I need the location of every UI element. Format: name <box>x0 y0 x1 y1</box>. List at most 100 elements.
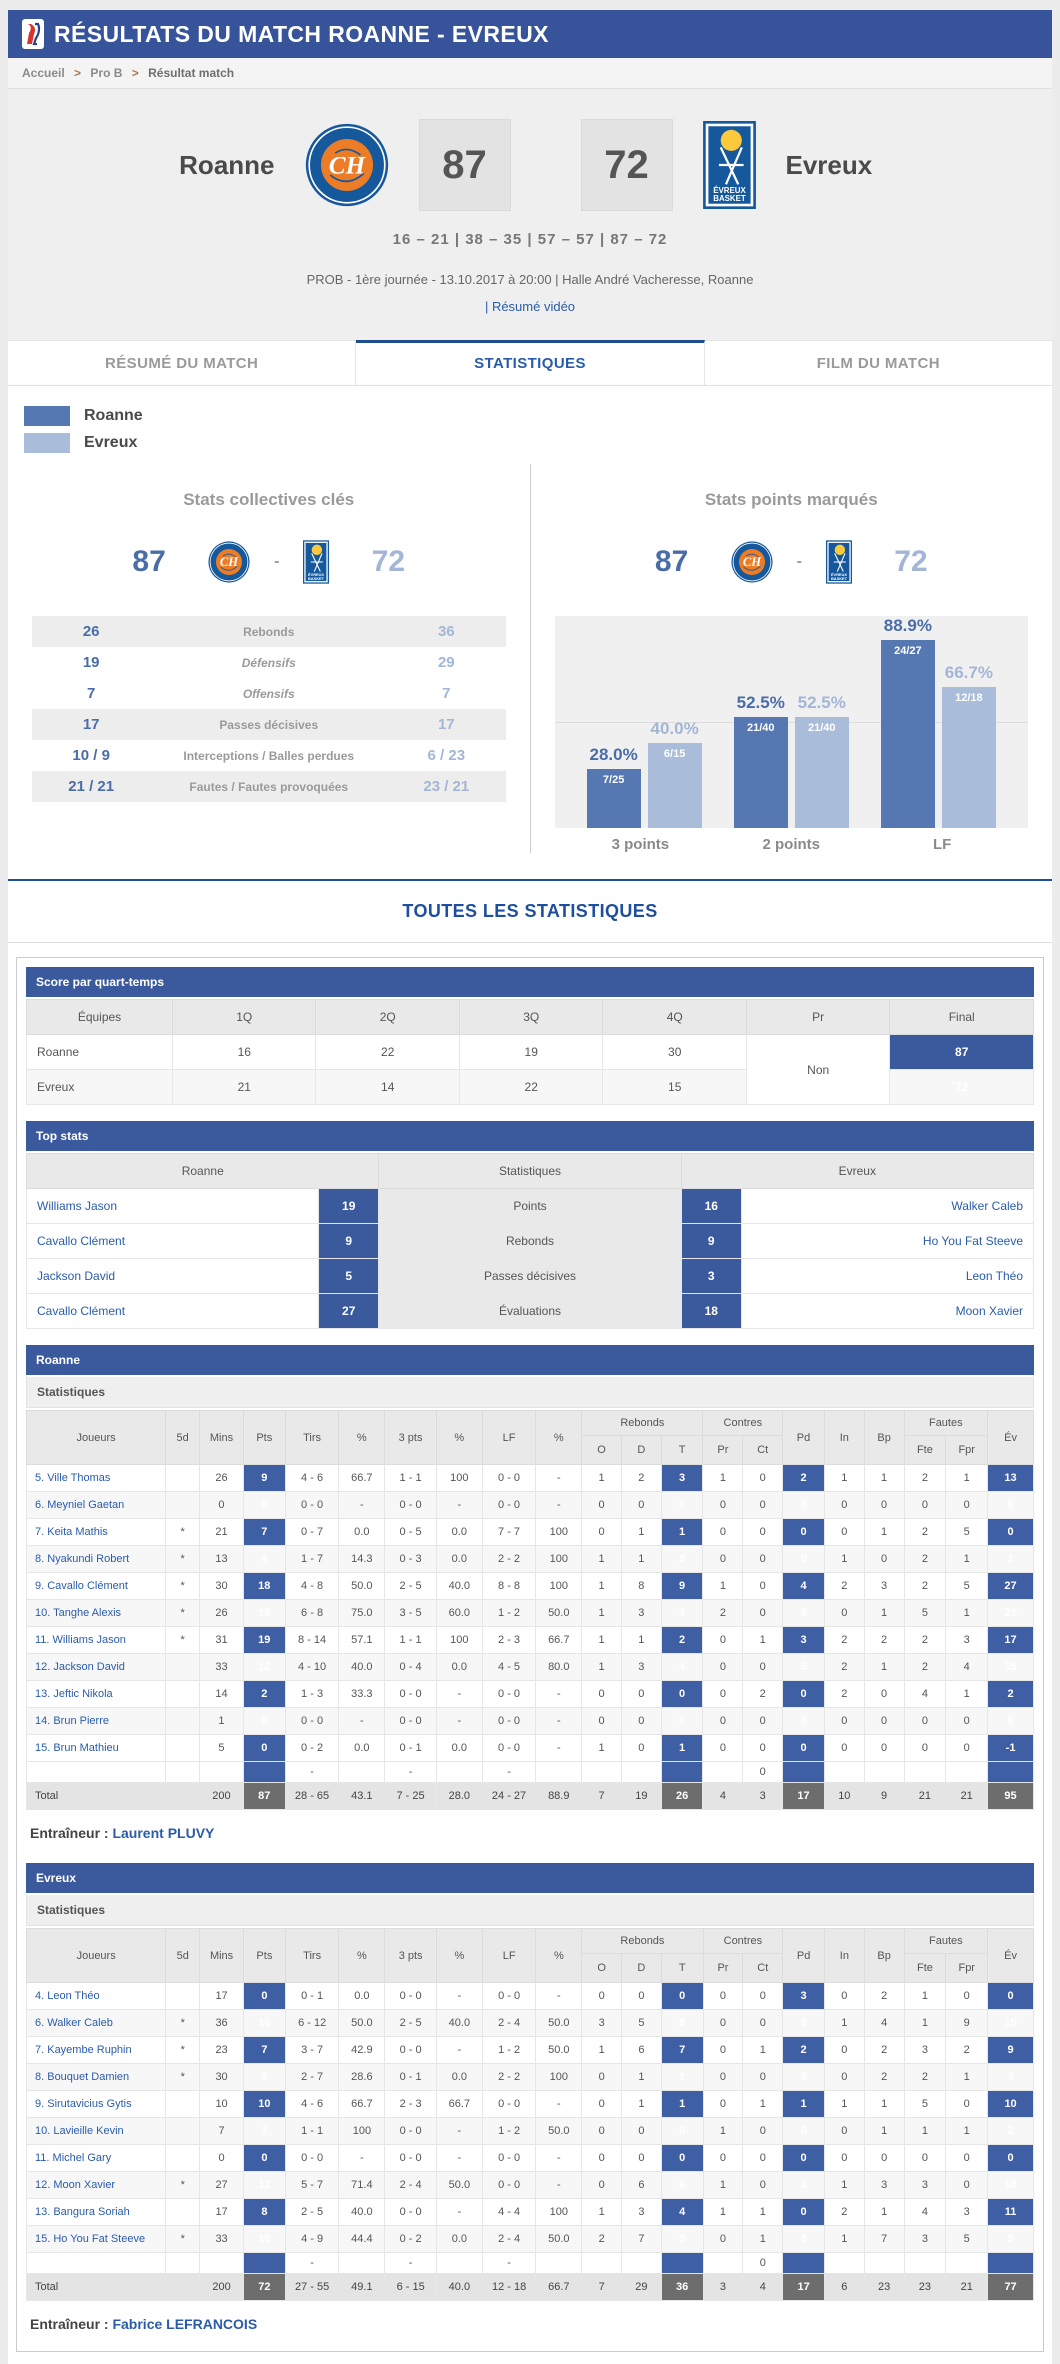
stat-cell: 0 <box>742 1707 784 1735</box>
stat-cell: 0 <box>581 2117 623 2145</box>
stat-cell <box>165 1734 201 1762</box>
stat-cell: 6 - 8 <box>284 1599 340 1627</box>
player-link[interactable]: 6. Walker Caleb <box>35 2017 113 2029</box>
away-player-link[interactable]: Moon Xavier <box>955 1304 1023 1318</box>
stat-cell: 5 <box>199 1734 244 1762</box>
stat-cell: 40.0 <box>435 1572 483 1600</box>
column-header: Final <box>889 999 1034 1035</box>
stat-cell <box>702 2252 744 2274</box>
stat-cell: - <box>535 1491 583 1519</box>
evreux-coach-link[interactable]: Fabrice LEFRANCOIS <box>112 2316 258 2332</box>
stat-cell: 0 <box>742 1572 784 1600</box>
player-link[interactable]: 7. Keita Mathis <box>35 1526 108 1538</box>
player-link[interactable]: 13. Bangura Soriah <box>35 2206 130 2218</box>
away-stat-value: 29 <box>437 654 455 671</box>
column-header: Pd <box>782 1928 825 1983</box>
quarter-score-cell: 22 <box>458 1069 604 1105</box>
stat-cell: 6 - 12 <box>284 2009 340 2037</box>
home-player-link[interactable]: Cavallo Clément <box>37 1234 126 1248</box>
away-value-cell: 3 <box>680 1258 742 1294</box>
breadcrumb-home[interactable]: Accueil <box>22 66 65 80</box>
stat-cell: 0 <box>742 2144 784 2172</box>
stat-cell: 1 <box>660 1518 704 1546</box>
column-subheader: Fte <box>903 1435 947 1465</box>
stat-cell: - <box>535 1734 583 1762</box>
stat-cell: 2 <box>987 2117 1034 2145</box>
player-link[interactable]: 5. Ville Thomas <box>35 1472 111 1484</box>
stat-cell: 0 <box>945 1982 989 2010</box>
player-name-cell: 11. Michel Gary <box>25 2144 167 2172</box>
stat-cell: 15 <box>987 2009 1034 2037</box>
stat-cell: 2 - 4 <box>481 2225 537 2253</box>
player-link[interactable]: 8. Bouquet Damien <box>35 2071 130 2083</box>
player-link[interactable]: 11. Williams Jason <box>35 1634 126 1646</box>
player-link[interactable]: 13. Jeftic Nikola <box>35 1688 113 1700</box>
player-link[interactable]: 11. Michel Gary <box>35 2152 112 2164</box>
stat-cell: 9 <box>242 1464 286 1492</box>
stat-cell: 1 <box>945 1464 989 1492</box>
tab-film-du-match[interactable]: FILM DU MATCH <box>704 340 1052 385</box>
player-name-cell: 9. Sirutavicius Gytis <box>25 2090 167 2118</box>
stat-cell: 2 - 5 <box>284 2198 340 2226</box>
breadcrumb-prob[interactable]: Pro B <box>90 66 123 80</box>
stat-cell: 0 <box>242 1491 286 1519</box>
stat-cell: 87 <box>242 1782 286 1810</box>
away-player-link[interactable]: Walker Caleb <box>951 1199 1023 1213</box>
player-row: 10. Lavieille Kevin 7 3 1 - 1 100 0 - 0-1 - 2… <box>25 2117 1034 2145</box>
player-name-cell: 6. Meyniel Gaetan <box>25 1491 167 1519</box>
tab-statistiques[interactable]: STATISTIQUES <box>356 340 705 385</box>
player-link[interactable]: 15. Brun Mathieu <box>35 1742 119 1754</box>
stat-cell: 75.0 <box>338 1599 386 1627</box>
column-subheader: D <box>620 1435 662 1465</box>
player-row: 8. Bouquet Damien * 30 6 2 - 7 28.6 0 - 1 0.0 2 … <box>25 2063 1034 2091</box>
column-header: 3 pts <box>384 1410 437 1465</box>
stat-cell: 3 <box>945 2198 989 2226</box>
stat-cell: 0 <box>823 1734 865 1762</box>
player-link[interactable]: 12. Jackson David <box>35 1661 125 1673</box>
player-link[interactable]: 4. Leon Théo <box>35 1990 100 2002</box>
stat-cell: 2 <box>863 2036 905 2064</box>
away-bar: 12/18 <box>941 687 996 828</box>
stat-cell <box>535 2252 583 2274</box>
stat-cell: 5 <box>945 1572 989 1600</box>
player-link[interactable]: 9. Cavallo Clément <box>35 1580 128 1592</box>
stat-cell: 8 <box>242 2198 286 2226</box>
away-player-link[interactable]: Leon Théo <box>965 1269 1023 1283</box>
stat-cell: 21 <box>987 1599 1034 1627</box>
home-player-link[interactable]: Williams Jason <box>37 1199 118 1213</box>
away-player-link[interactable]: Ho You Fat Steeve <box>922 1234 1023 1248</box>
tab-resume-du-match[interactable]: RÉSUMÉ DU MATCH <box>8 340 357 385</box>
home-player-link[interactable]: Jackson David <box>37 1269 116 1283</box>
away-team-name: Evreux <box>785 149 873 180</box>
player-link[interactable]: 9. Sirutavicius Gytis <box>35 2098 132 2110</box>
player-link[interactable]: 14. Brun Pierre <box>35 1715 109 1727</box>
player-name-cell: 8. Nyakundi Robert <box>25 1545 167 1573</box>
stat-cell: 0 <box>782 1491 825 1519</box>
stat-cell: 0 <box>987 2144 1034 2172</box>
player-link[interactable]: 15. Ho You Fat Steeve <box>35 2233 146 2245</box>
home-player-link[interactable]: Cavallo Clément <box>37 1304 126 1318</box>
stat-cell: - <box>284 2252 340 2274</box>
stat-cell: 0 - 2 <box>384 2225 437 2253</box>
stat-cell: 100 <box>535 1518 583 1546</box>
player-link[interactable]: 8. Nyakundi Robert <box>35 1553 130 1565</box>
stat-cell: 0 <box>620 1680 662 1708</box>
roanne-coach-link[interactable]: Laurent PLUVY <box>112 1825 215 1841</box>
video-summary-link[interactable]: | Résumé vidéo <box>484 299 576 314</box>
stat-cell: 1 - 7 <box>284 1545 340 1573</box>
player-link[interactable]: 6. Meyniel Gaetan <box>35 1499 125 1511</box>
player-link[interactable]: 12. Moon Xavier <box>35 2179 116 2191</box>
stat-cell: 1 <box>702 1572 744 1600</box>
player-link[interactable]: 10. Lavieille Kevin <box>35 2125 124 2137</box>
stat-cell: 1 <box>702 2171 744 2199</box>
player-link[interactable]: 7. Kayembe Ruphin <box>35 2044 132 2056</box>
home-bar: 21/40 <box>733 717 788 828</box>
player-link[interactable]: 10. Tanghe Alexis <box>35 1607 122 1619</box>
stat-cell: 40.0 <box>435 2273 483 2301</box>
stat-cell: 2 <box>903 1518 947 1546</box>
svg-text:ÉVREUX: ÉVREUX <box>831 572 847 577</box>
stat-cell: 27 <box>987 1572 1034 1600</box>
away-score: 72 <box>580 119 673 211</box>
stat-cell: 50.0 <box>535 2117 583 2145</box>
stat-cell: 0 <box>660 1491 704 1519</box>
